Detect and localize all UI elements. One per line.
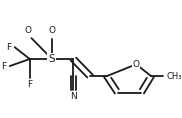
Text: F: F <box>27 80 32 89</box>
Text: F: F <box>1 62 6 71</box>
Text: O: O <box>25 26 32 35</box>
Text: S: S <box>48 54 55 64</box>
Text: N: N <box>70 92 77 101</box>
Text: F: F <box>6 43 11 52</box>
Text: CH₃: CH₃ <box>166 72 182 81</box>
Text: O: O <box>48 26 55 35</box>
Text: O: O <box>133 60 140 69</box>
